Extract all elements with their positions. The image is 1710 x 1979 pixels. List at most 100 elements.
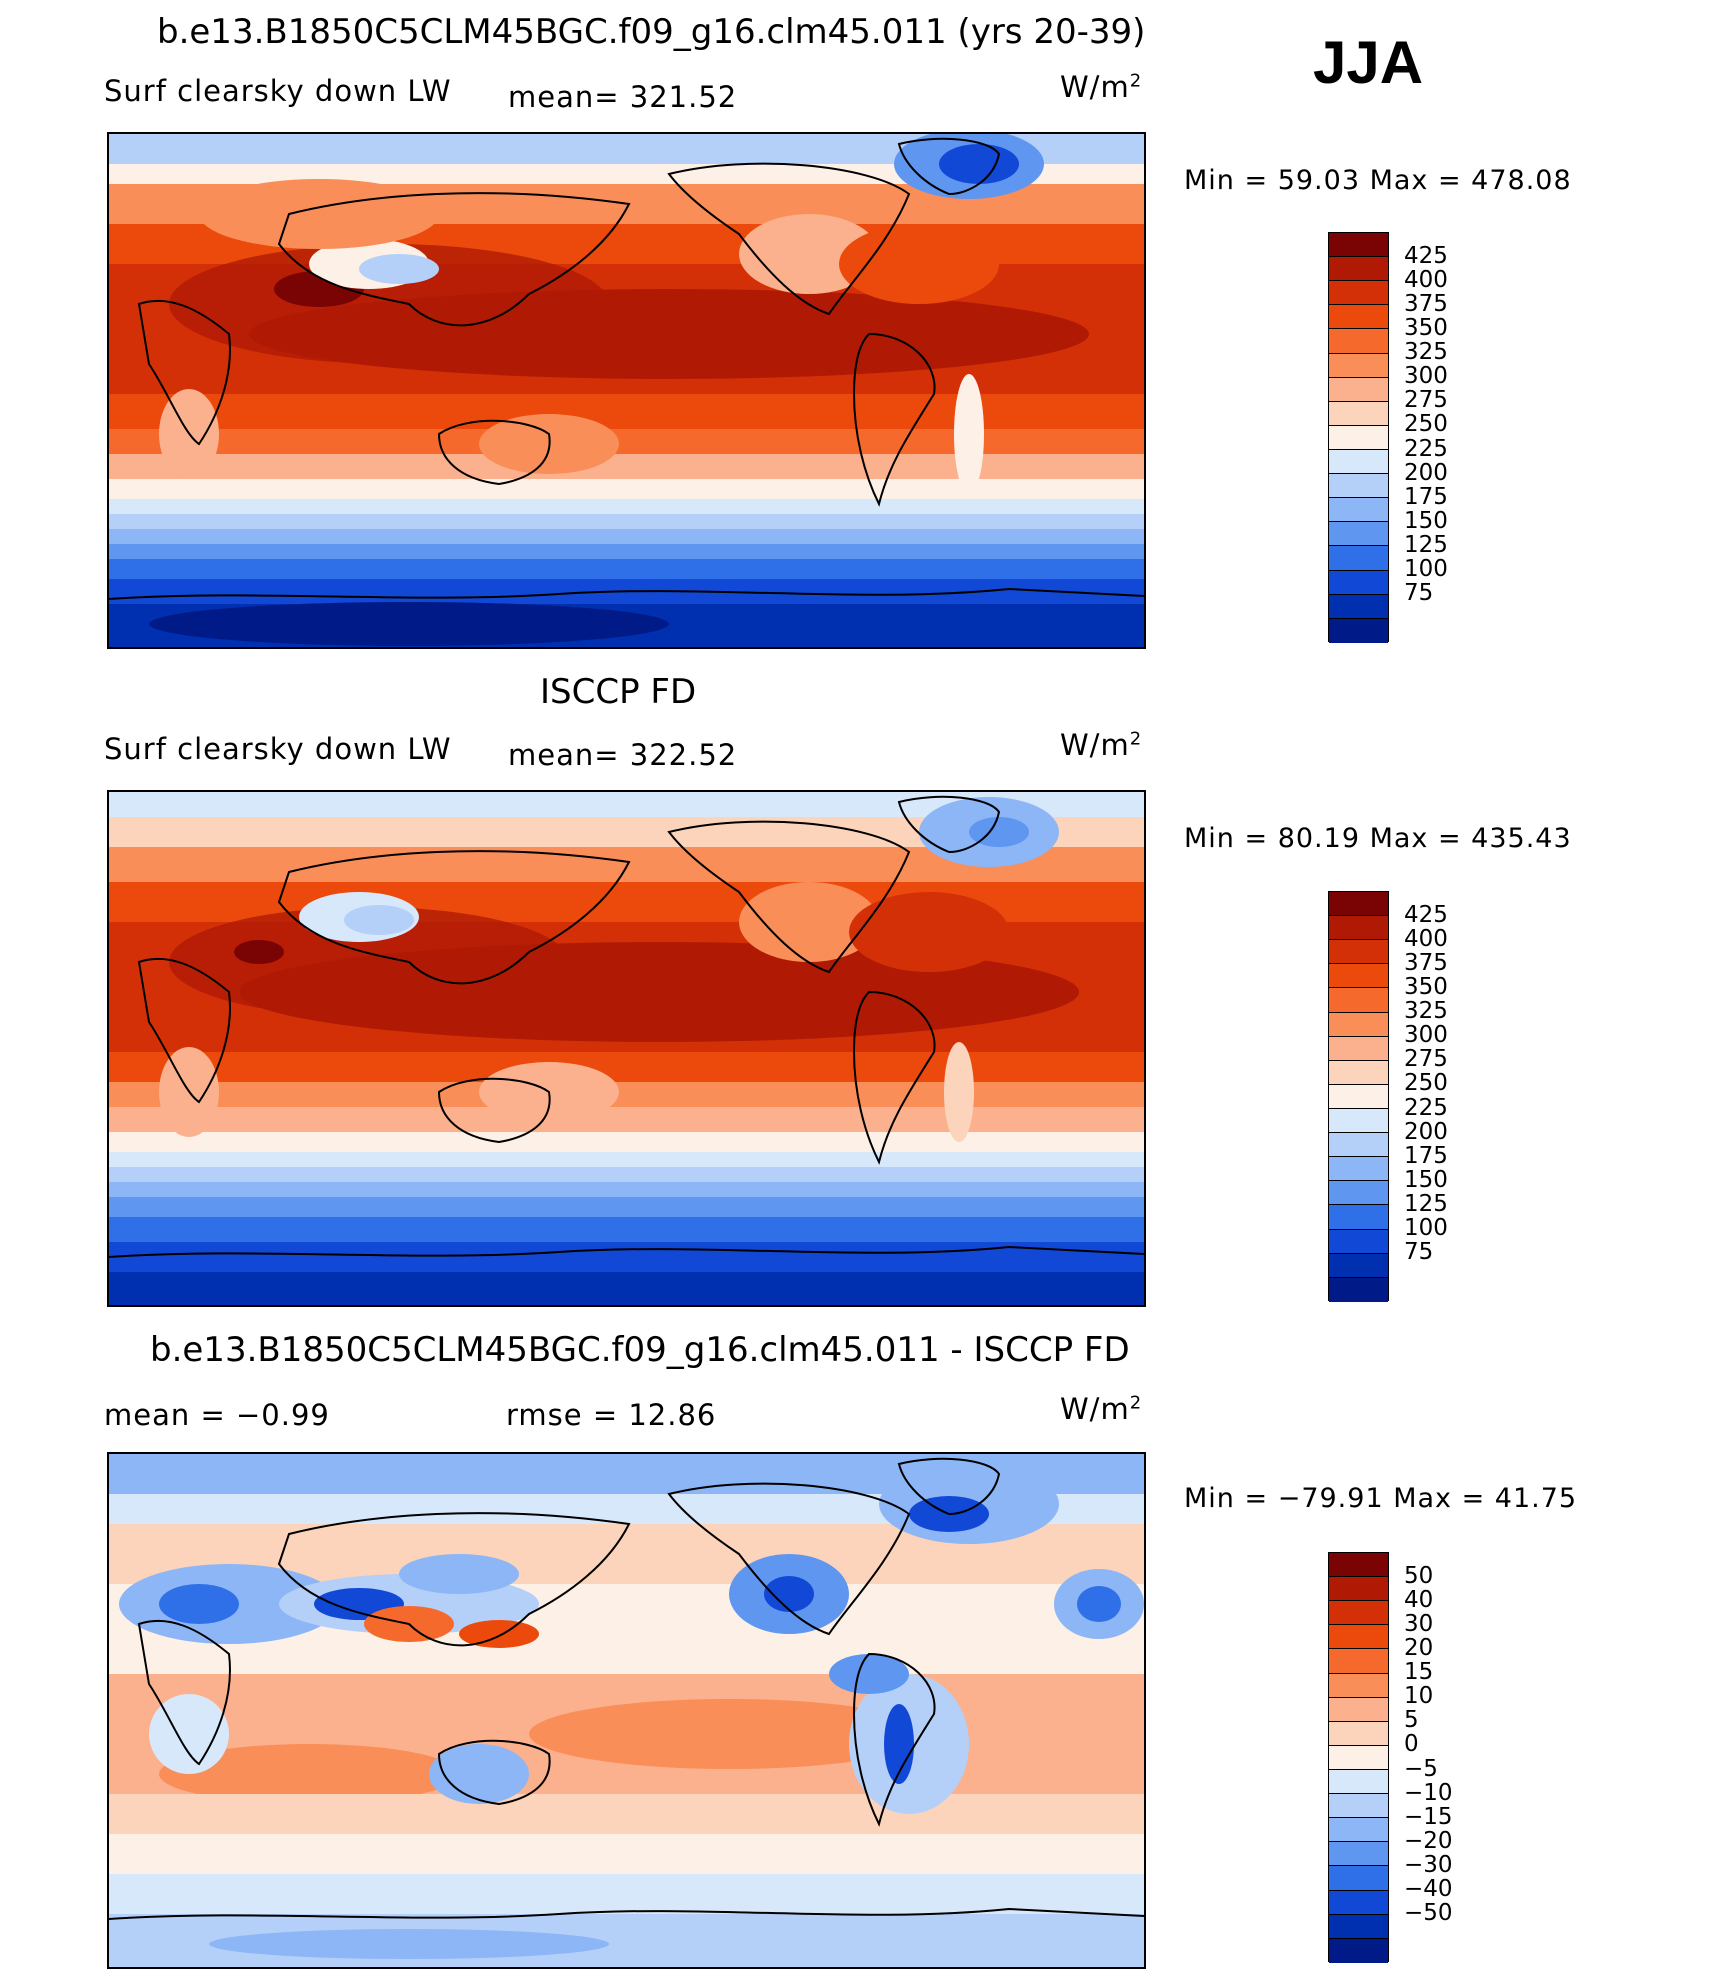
colorbar-tick-label: −40: [1404, 1876, 1453, 1903]
colorbar-tick-label: 75: [1404, 580, 1434, 607]
colorbar-tick-label: 10: [1404, 1683, 1434, 1710]
colorbar-tick-label: 5: [1404, 1707, 1419, 1734]
colorbar-tick-label: 400: [1404, 266, 1448, 293]
colorbar-tick-label: 125: [1404, 532, 1448, 559]
panel-diff-mean-label: mean = −0.99: [104, 1398, 330, 1432]
colorbar-tick-label: 150: [1404, 1166, 1448, 1193]
panel-diff-rmse-label: rmse = 12.86: [506, 1398, 717, 1432]
colorbar-tick-label: 350: [1404, 314, 1448, 341]
colorbar-tick-label: 225: [1404, 435, 1448, 462]
panel-model-map: [107, 132, 1146, 649]
colorbar-swatch: [1329, 1181, 1388, 1206]
season-label: JJA: [1313, 29, 1424, 96]
colorbar-tick-label: 50: [1404, 1562, 1434, 1589]
colorbar-tick-label: 200: [1404, 459, 1448, 486]
panel-model-colorbar: [1328, 232, 1389, 643]
panel-model-minmax: Min = 59.03 Max = 478.08: [1184, 165, 1572, 196]
colorbar-tick-label: 425: [1404, 242, 1448, 269]
colorbar-swatch: [1329, 425, 1388, 450]
colorbar-swatch: [1329, 1721, 1388, 1746]
colorbar-swatch: [1329, 353, 1388, 378]
colorbar-swatch: [1329, 522, 1388, 547]
colorbar-swatch: [1329, 401, 1388, 426]
panel-model-variable-label: Surf clearsky down LW: [104, 74, 452, 108]
panel-obs-colorbar: [1328, 891, 1389, 1302]
colorbar-swatch: [1329, 1769, 1388, 1795]
colorbar-swatch: [1329, 964, 1388, 989]
panel-model-mean-label: mean= 321.52: [508, 80, 738, 114]
colorbar-tick-label: 250: [1404, 1070, 1448, 1097]
colorbar-swatch: [1329, 1625, 1388, 1650]
colorbar-swatch: [1329, 329, 1388, 354]
colorbar-tick-label: 15: [1404, 1659, 1434, 1686]
colorbar-tick-label: −20: [1404, 1827, 1453, 1854]
colorbar-swatch: [1329, 1553, 1388, 1578]
panel-diff-title: b.e13.B1850C5CLM45BGC.f09_g16.clm45.011 …: [150, 1330, 1130, 1370]
colorbar-tick-label: 425: [1404, 901, 1448, 928]
colorbar-tick-label: 100: [1404, 556, 1448, 583]
colorbar-swatch: [1329, 1253, 1388, 1278]
colorbar-swatch: [1329, 988, 1388, 1013]
colorbar-swatch: [1329, 449, 1388, 475]
colorbar-tick-label: −10: [1404, 1779, 1453, 1806]
colorbar-swatch: [1329, 498, 1388, 523]
colorbar-swatch: [1329, 546, 1388, 571]
colorbar-swatch: [1329, 1818, 1388, 1843]
colorbar-tick-label: 300: [1404, 1022, 1448, 1049]
colorbar-swatch: [1329, 1157, 1388, 1182]
colorbar-swatch: [1329, 1277, 1388, 1302]
colorbar-tick-label: −30: [1404, 1852, 1453, 1879]
colorbar-tick-label: 400: [1404, 925, 1448, 952]
colorbar-swatch: [1329, 257, 1388, 282]
colorbar-swatch: [1329, 1842, 1388, 1867]
colorbar-tick-label: 75: [1404, 1239, 1434, 1266]
colorbar-tick-label: 325: [1404, 339, 1448, 366]
colorbar-tick-label: 100: [1404, 1215, 1448, 1242]
colorbar-tick-label: −50: [1404, 1900, 1453, 1927]
colorbar-swatch: [1329, 892, 1388, 917]
colorbar-tick-label: 150: [1404, 507, 1448, 534]
panel-model-title: b.e13.B1850C5CLM45BGC.f09_g16.clm45.011 …: [157, 12, 1146, 52]
panel-diff-units: W/m2: [1060, 1392, 1143, 1426]
colorbar-swatch: [1329, 377, 1388, 402]
colorbar-swatch: [1329, 1649, 1388, 1674]
colorbar-swatch: [1329, 1673, 1388, 1698]
colorbar-swatch: [1329, 1577, 1388, 1602]
colorbar-swatch: [1329, 1084, 1388, 1109]
colorbar-tick-label: 40: [1404, 1586, 1434, 1613]
colorbar-swatch: [1329, 594, 1388, 619]
colorbar-swatch: [1329, 1697, 1388, 1722]
colorbar-swatch: [1329, 1745, 1388, 1770]
colorbar-tick-label: 30: [1404, 1610, 1434, 1637]
panel-model-units: W/m2: [1060, 70, 1143, 104]
colorbar-tick-label: 0: [1404, 1731, 1419, 1758]
colorbar-swatch: [1329, 940, 1388, 965]
colorbar-swatch: [1329, 1036, 1388, 1061]
colorbar-tick-label: 300: [1404, 363, 1448, 390]
panel-diff-map: [107, 1452, 1146, 1969]
colorbar-swatch: [1329, 1133, 1388, 1158]
colorbar-swatch: [1329, 281, 1388, 306]
colorbar-tick-label: 200: [1404, 1118, 1448, 1145]
colorbar-tick-label: 275: [1404, 387, 1448, 414]
colorbar-swatch: [1329, 1108, 1388, 1134]
colorbar-tick-label: 250: [1404, 411, 1448, 438]
colorbar-swatch: [1329, 1601, 1388, 1626]
panel-obs-mean-label: mean= 322.52: [508, 738, 738, 772]
panel-obs-variable-label: Surf clearsky down LW: [104, 732, 452, 766]
colorbar-swatch: [1329, 1938, 1388, 1963]
colorbar-tick-label: 125: [1404, 1191, 1448, 1218]
colorbar-swatch: [1329, 1205, 1388, 1230]
colorbar-swatch: [1329, 305, 1388, 330]
colorbar-tick-label: 275: [1404, 1046, 1448, 1073]
panel-obs-title: ISCCP FD: [540, 672, 697, 712]
colorbar-swatch: [1329, 1866, 1388, 1891]
colorbar-swatch: [1329, 916, 1388, 941]
colorbar-tick-label: 225: [1404, 1094, 1448, 1121]
colorbar-swatch: [1329, 1914, 1388, 1939]
colorbar-swatch: [1329, 570, 1388, 595]
panel-obs-map: [107, 790, 1146, 1307]
colorbar-swatch: [1329, 1060, 1388, 1085]
colorbar-tick-label: 325: [1404, 998, 1448, 1025]
colorbar-swatch: [1329, 474, 1388, 499]
